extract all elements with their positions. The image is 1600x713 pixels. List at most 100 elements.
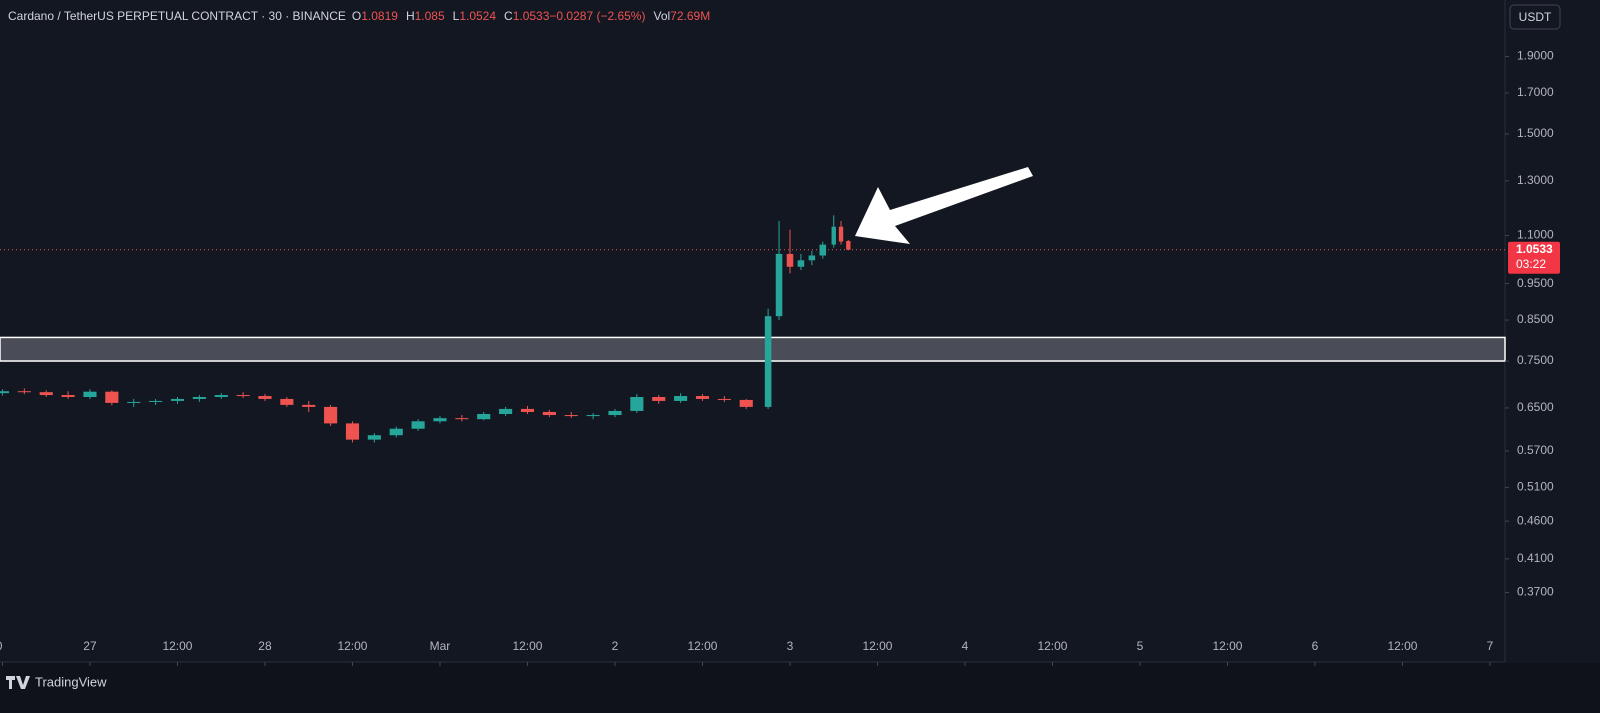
x-tick-label: 12:00: [1387, 639, 1417, 653]
x-tick-label: Mar: [430, 639, 451, 653]
candle-body: [389, 428, 403, 436]
candle-body: [258, 396, 272, 399]
candle-body: [345, 423, 360, 440]
candle-body: [831, 226, 836, 245]
candle-body: [608, 410, 622, 416]
x-tick-label: 2: [612, 639, 619, 653]
candle-body: [455, 418, 469, 420]
candle-body: [520, 408, 535, 412]
candle-body: [477, 414, 491, 420]
candle-body: [433, 418, 447, 422]
y-tick-label: 1.9000: [1517, 49, 1554, 63]
candle-body: [695, 396, 710, 399]
y-tick-label: 0.8500: [1517, 312, 1554, 326]
candle-body: [739, 399, 753, 407]
y-tick-label: 0.4600: [1517, 513, 1554, 527]
brand: TradingView: [35, 674, 107, 689]
x-tick-label: 12:00: [1212, 639, 1242, 653]
legend-label: H: [406, 9, 415, 23]
y-tick-label: 0.6500: [1517, 400, 1554, 414]
legend: O1.0819 H1.085 L1.0524 C1.0533−0.0287 (−2.6…: [352, 9, 710, 23]
candle-body: [411, 421, 425, 429]
x-tick-label: 4: [962, 639, 969, 653]
annotation-arrow: [855, 167, 1033, 244]
y-tick-label: 0.9500: [1517, 276, 1554, 290]
y-tick-label: 1.1000: [1517, 228, 1554, 242]
candle-body: [499, 408, 513, 415]
y-tick-label: 1.7000: [1517, 85, 1554, 99]
candle-body: [652, 397, 666, 401]
candle-body: [630, 397, 644, 411]
brand-logo: [6, 676, 30, 689]
candle-body: [542, 411, 556, 416]
candle-body: [808, 255, 816, 261]
candle-body: [236, 395, 250, 397]
legend-value: 1.0533: [513, 9, 550, 23]
candle-body: [17, 391, 31, 393]
last-price-box: [1508, 241, 1560, 274]
x-tick-label: 27: [83, 639, 97, 653]
legend-value: 72.69M: [670, 9, 710, 23]
candle-body: [846, 240, 851, 250]
x-tick-label: 12:00: [162, 639, 192, 653]
legend-label: Vol: [653, 9, 670, 23]
y-tick-label: 0.4100: [1517, 551, 1554, 565]
candle-body: [797, 260, 805, 267]
y-tick-label: 0.3700: [1517, 585, 1554, 599]
plot: [0, 215, 1506, 443]
countdown: 03:22: [1516, 257, 1546, 271]
candle-body: [819, 244, 827, 256]
candle-body: [564, 415, 578, 417]
candle-body: [0, 391, 10, 394]
legend-value: −0.0287 (−2.65%): [549, 9, 645, 23]
y-tick-label: 0.5100: [1517, 480, 1554, 494]
x-tick-label: 12:00: [687, 639, 717, 653]
candle-body: [674, 396, 688, 401]
x-tick-label: 5: [1137, 639, 1144, 653]
x-tick-label: 7: [1487, 639, 1494, 653]
candle-body: [192, 397, 206, 399]
x-tick-label: 12:00: [337, 639, 367, 653]
candle-body: [280, 398, 294, 405]
currency[interactable]: USDT: [1519, 10, 1552, 24]
candle-body: [214, 395, 228, 398]
x-tick-label: :00: [0, 639, 3, 653]
candle-body: [127, 401, 141, 403]
candle-body: [786, 253, 794, 267]
candle-body: [324, 406, 338, 424]
x-tick-label: 12:00: [862, 639, 892, 653]
candle-body: [586, 415, 600, 417]
legend-value: 1.085: [415, 9, 445, 23]
x-tick-label: 6: [1312, 639, 1319, 653]
last-price-label: 1.0533: [1516, 242, 1553, 256]
x-tick-label: 3: [787, 639, 794, 653]
support-zone: [0, 336, 1506, 362]
candle-body: [105, 391, 119, 403]
x-tick-label: 12:00: [1037, 639, 1067, 653]
candle-body: [775, 253, 783, 317]
y-tick-label: 1.3000: [1517, 173, 1554, 187]
candle-body: [149, 400, 163, 402]
candle-body: [367, 435, 381, 440]
legend-label: L: [453, 9, 460, 23]
candle-body: [764, 316, 772, 407]
y-tick-label: 1.5000: [1517, 126, 1554, 140]
candle-body: [83, 391, 97, 398]
currency-button[interactable]: [1509, 4, 1561, 30]
chart-title: Cardano / TetherUS PERPETUAL CONTRACT · …: [8, 9, 346, 23]
candle-body: [61, 395, 75, 398]
legend-label: C: [504, 9, 513, 23]
candle-body: [717, 398, 731, 400]
candle-body: [170, 398, 185, 401]
legend-value: 1.0524: [459, 9, 496, 23]
footer: [0, 663, 1600, 713]
candle-body: [838, 226, 844, 242]
x-tick-label: 12:00: [512, 639, 542, 653]
x-tick-label: 28: [258, 639, 272, 653]
y-tick-label: 0.7500: [1517, 353, 1554, 367]
legend-value: 1.0819: [361, 9, 398, 23]
legend-label: O: [352, 9, 361, 23]
candle-body: [39, 392, 53, 396]
